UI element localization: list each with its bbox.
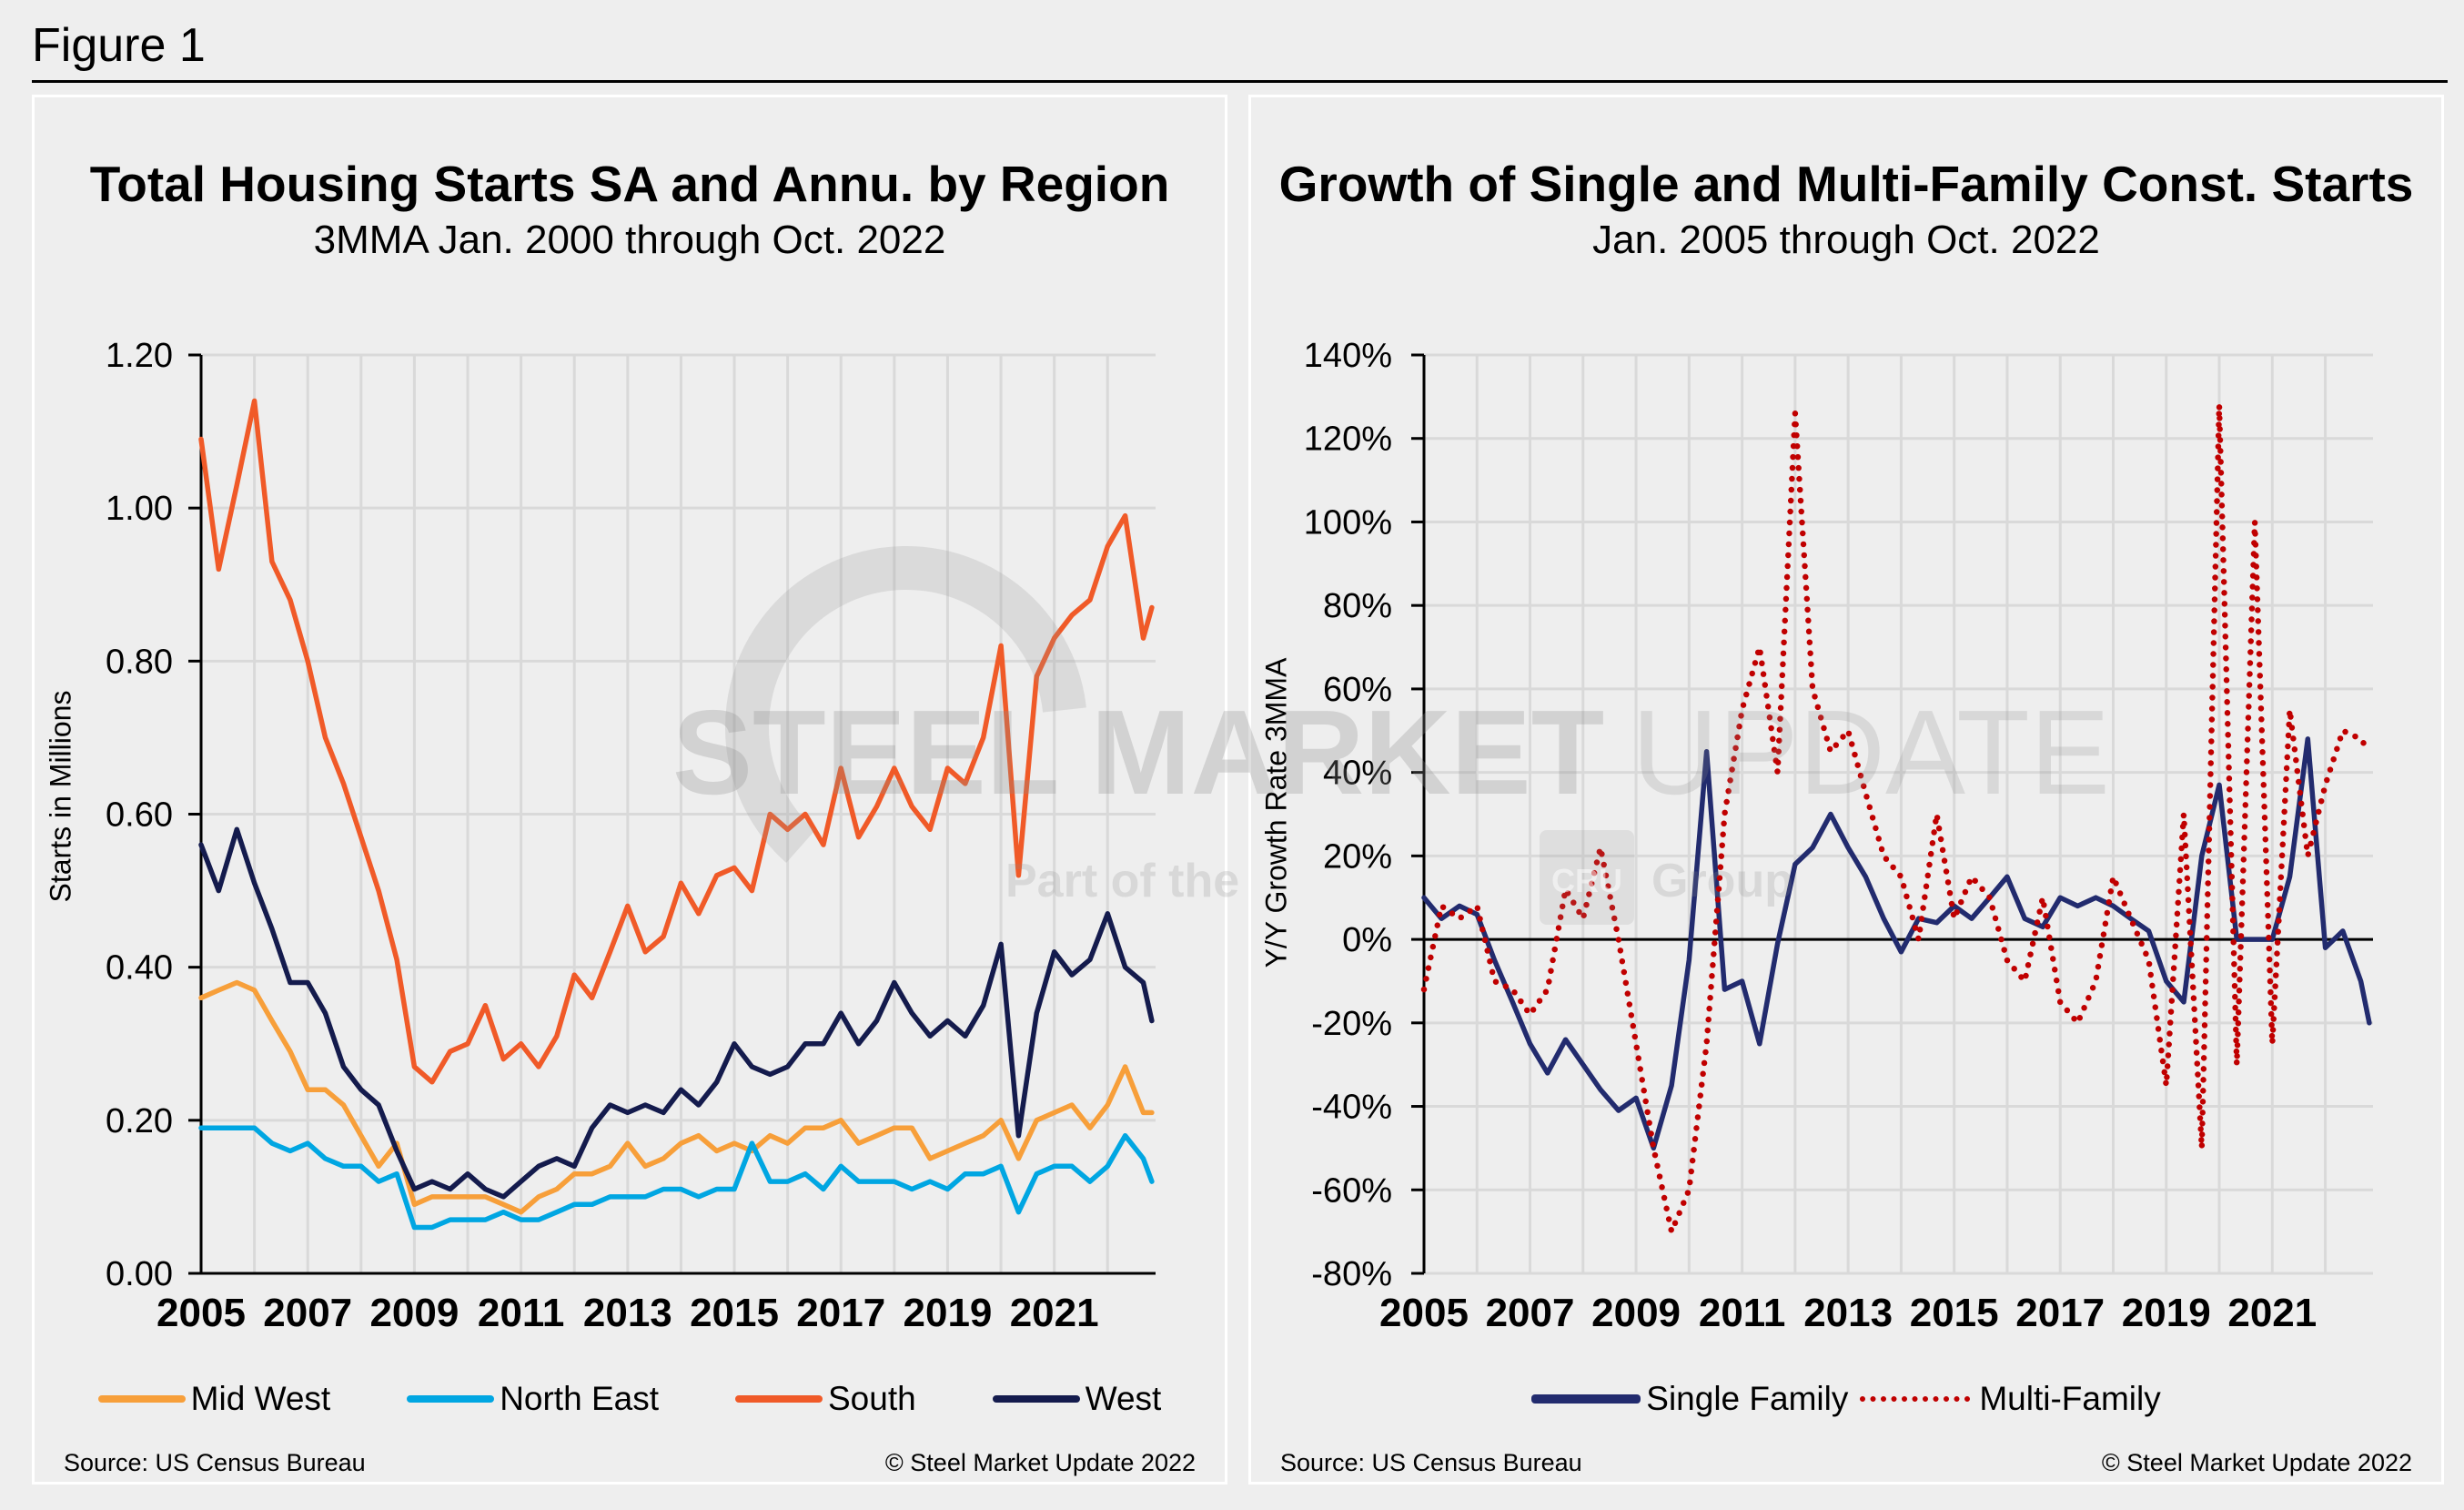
header-rule <box>32 80 2448 83</box>
source-note: Source: US Census Bureau <box>64 1449 366 1476</box>
legend-swatch <box>992 1395 1080 1403</box>
legend-label: West <box>1085 1380 1162 1417</box>
legend-item-north-east: North East <box>407 1379 659 1419</box>
chart-title: Growth of Single and Multi-Family Const.… <box>1278 156 2414 212</box>
copyright-note: © Steel Market Update 2022 <box>884 1449 1196 1476</box>
legend-swatch <box>1860 1396 1972 1402</box>
source-note: Source: US Census Bureau <box>1280 1449 1582 1476</box>
legend-swatch <box>1531 1394 1641 1404</box>
chart-panel-growth: Growth of Single and Multi-Family Const.… <box>1248 95 2444 1485</box>
legend-label: Multi-Family <box>1979 1380 2161 1417</box>
legend: Single Family Multi-Family <box>1251 1379 2441 1419</box>
legend-swatch <box>734 1395 823 1403</box>
chart-subtitle: 3MMA Jan. 2000 through Oct. 2022 <box>313 218 946 262</box>
legend-item-mid-west: Mid West <box>97 1379 331 1419</box>
chart-panel-housing-starts: Total Housing Starts SA and Annu. by Reg… <box>32 95 1227 1485</box>
chart-title: Total Housing Starts SA and Annu. by Reg… <box>89 156 1170 212</box>
y-axis-title: Y/Y Growth Rate 3MMA <box>1259 657 1293 968</box>
legend-swatch <box>407 1395 495 1403</box>
legend-label: Single Family <box>1646 1380 1849 1417</box>
legend-label: South <box>827 1380 916 1417</box>
y-axis-title: Starts in Millions <box>44 690 77 903</box>
legend-swatch <box>97 1395 186 1403</box>
legend-label: North East <box>500 1380 659 1417</box>
legend-item-west: West <box>992 1379 1162 1419</box>
legend-item-south: South <box>734 1379 916 1419</box>
legend-item-single-family: Single Family <box>1531 1379 1848 1419</box>
legend: Mid West North East South West <box>35 1379 1225 1419</box>
legend-label: Mid West <box>190 1380 331 1417</box>
chart-subtitle: Jan. 2005 through Oct. 2022 <box>1592 218 2100 262</box>
figure-label: Figure 1 <box>32 19 206 72</box>
copyright-note: © Steel Market Update 2022 <box>2101 1449 2412 1476</box>
legend-item-multi-family: Multi-Family <box>1859 1379 2161 1419</box>
